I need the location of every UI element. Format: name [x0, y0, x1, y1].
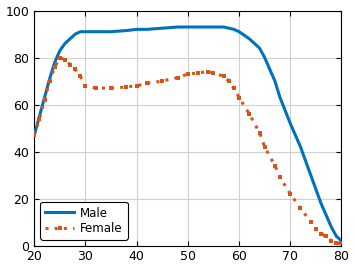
Male — [257, 47, 262, 50]
Male — [339, 239, 344, 242]
Female — [78, 75, 82, 78]
Male — [63, 42, 67, 45]
Male — [329, 225, 333, 228]
Female — [227, 79, 231, 83]
Male — [263, 56, 267, 59]
Female — [319, 232, 323, 235]
Female — [206, 70, 211, 73]
Male — [53, 61, 57, 64]
Male — [68, 37, 72, 40]
Male — [206, 25, 211, 29]
Male — [109, 30, 113, 33]
Male — [247, 37, 251, 40]
Female — [222, 75, 226, 78]
Female — [58, 56, 62, 59]
Male — [83, 30, 88, 33]
Female — [334, 242, 338, 245]
Female — [175, 76, 180, 79]
Male — [278, 96, 282, 99]
Female — [42, 98, 47, 101]
Female — [298, 206, 302, 210]
Female — [37, 117, 42, 120]
Male — [145, 28, 149, 31]
Female — [257, 131, 262, 134]
Female — [124, 85, 129, 89]
Female — [237, 96, 241, 99]
Male — [94, 30, 98, 33]
Male — [58, 49, 62, 52]
Female — [48, 79, 52, 83]
Male — [196, 25, 200, 29]
Female — [339, 242, 344, 245]
Female — [63, 58, 67, 62]
Male — [222, 25, 226, 29]
Female — [109, 87, 113, 90]
Female — [186, 72, 190, 76]
Female — [314, 228, 318, 231]
Female — [324, 235, 328, 238]
Male — [227, 27, 231, 30]
Male — [175, 25, 180, 29]
Female — [211, 71, 215, 75]
Female — [273, 164, 277, 167]
Female — [288, 192, 293, 196]
Legend: Male, Female: Male, Female — [40, 202, 128, 240]
Female — [308, 221, 313, 224]
Female — [68, 63, 72, 66]
Male — [237, 30, 241, 33]
Female — [196, 71, 200, 75]
Line: Female: Female — [32, 55, 344, 246]
Male — [135, 28, 139, 31]
Line: Male: Male — [34, 27, 342, 241]
Male — [298, 145, 302, 148]
Male — [48, 77, 52, 80]
Male — [78, 30, 82, 33]
Male — [186, 25, 190, 29]
Male — [308, 174, 313, 177]
Male — [314, 187, 318, 191]
Female — [32, 133, 37, 137]
Female — [73, 68, 77, 71]
Female — [83, 84, 88, 87]
Female — [160, 79, 164, 83]
Female — [145, 82, 149, 85]
Male — [232, 28, 236, 31]
Male — [211, 25, 215, 29]
Female — [329, 239, 333, 242]
Female — [94, 87, 98, 90]
Male — [324, 213, 328, 217]
Male — [334, 235, 338, 238]
Male — [32, 133, 37, 137]
Female — [232, 87, 236, 90]
Male — [37, 115, 42, 118]
Male — [288, 122, 293, 125]
Male — [273, 79, 277, 83]
Female — [278, 176, 282, 179]
Female — [135, 84, 139, 87]
Female — [247, 112, 251, 116]
Male — [73, 33, 77, 36]
Female — [53, 65, 57, 69]
Female — [263, 145, 267, 148]
Male — [319, 202, 323, 205]
Male — [124, 29, 129, 32]
Male — [160, 27, 164, 30]
Male — [42, 96, 47, 99]
